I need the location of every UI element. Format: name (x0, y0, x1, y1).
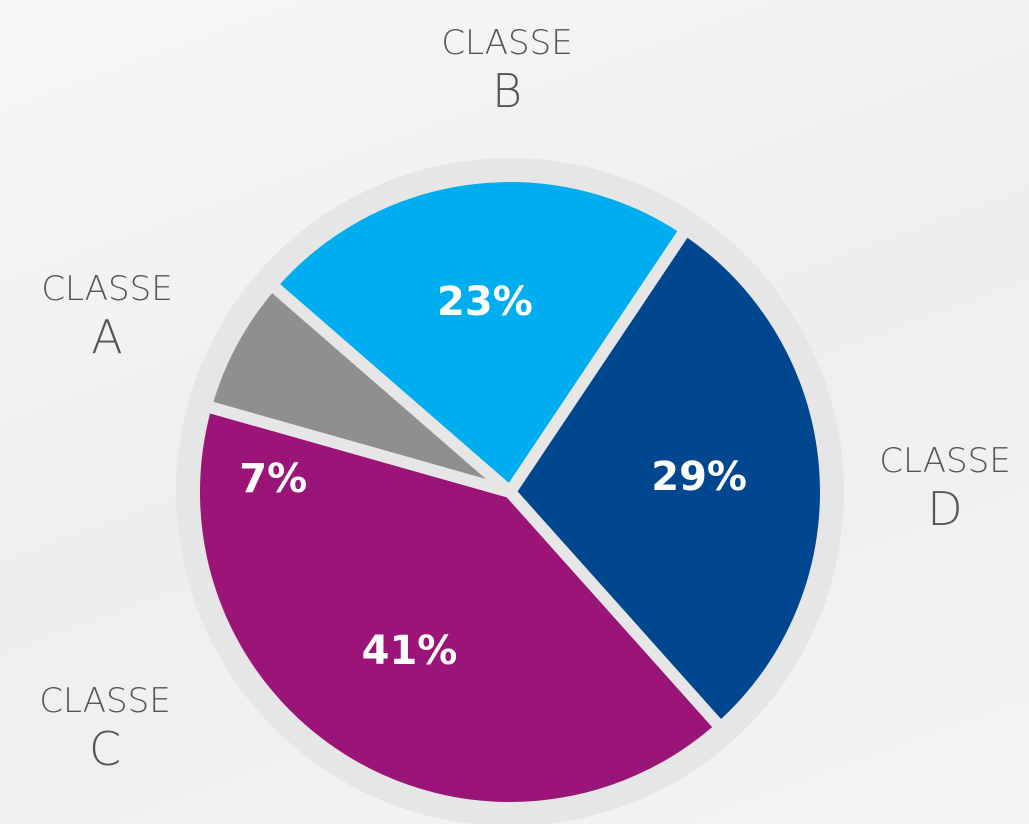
value-label: 23% (437, 279, 533, 325)
category-label: CLASSE C (39, 681, 171, 776)
value-label: 41% (362, 628, 458, 674)
pie-slice (504, 223, 832, 734)
value-label: 29% (651, 454, 747, 500)
pie-slice (265, 170, 692, 498)
value-label: 7% (239, 456, 307, 502)
category-label: CLASSE B (441, 23, 573, 118)
pie-slice (199, 278, 516, 498)
category-label: CLASSE A (41, 269, 173, 364)
category-label: CLASSE D (879, 441, 1011, 536)
pie-slice (188, 399, 727, 814)
